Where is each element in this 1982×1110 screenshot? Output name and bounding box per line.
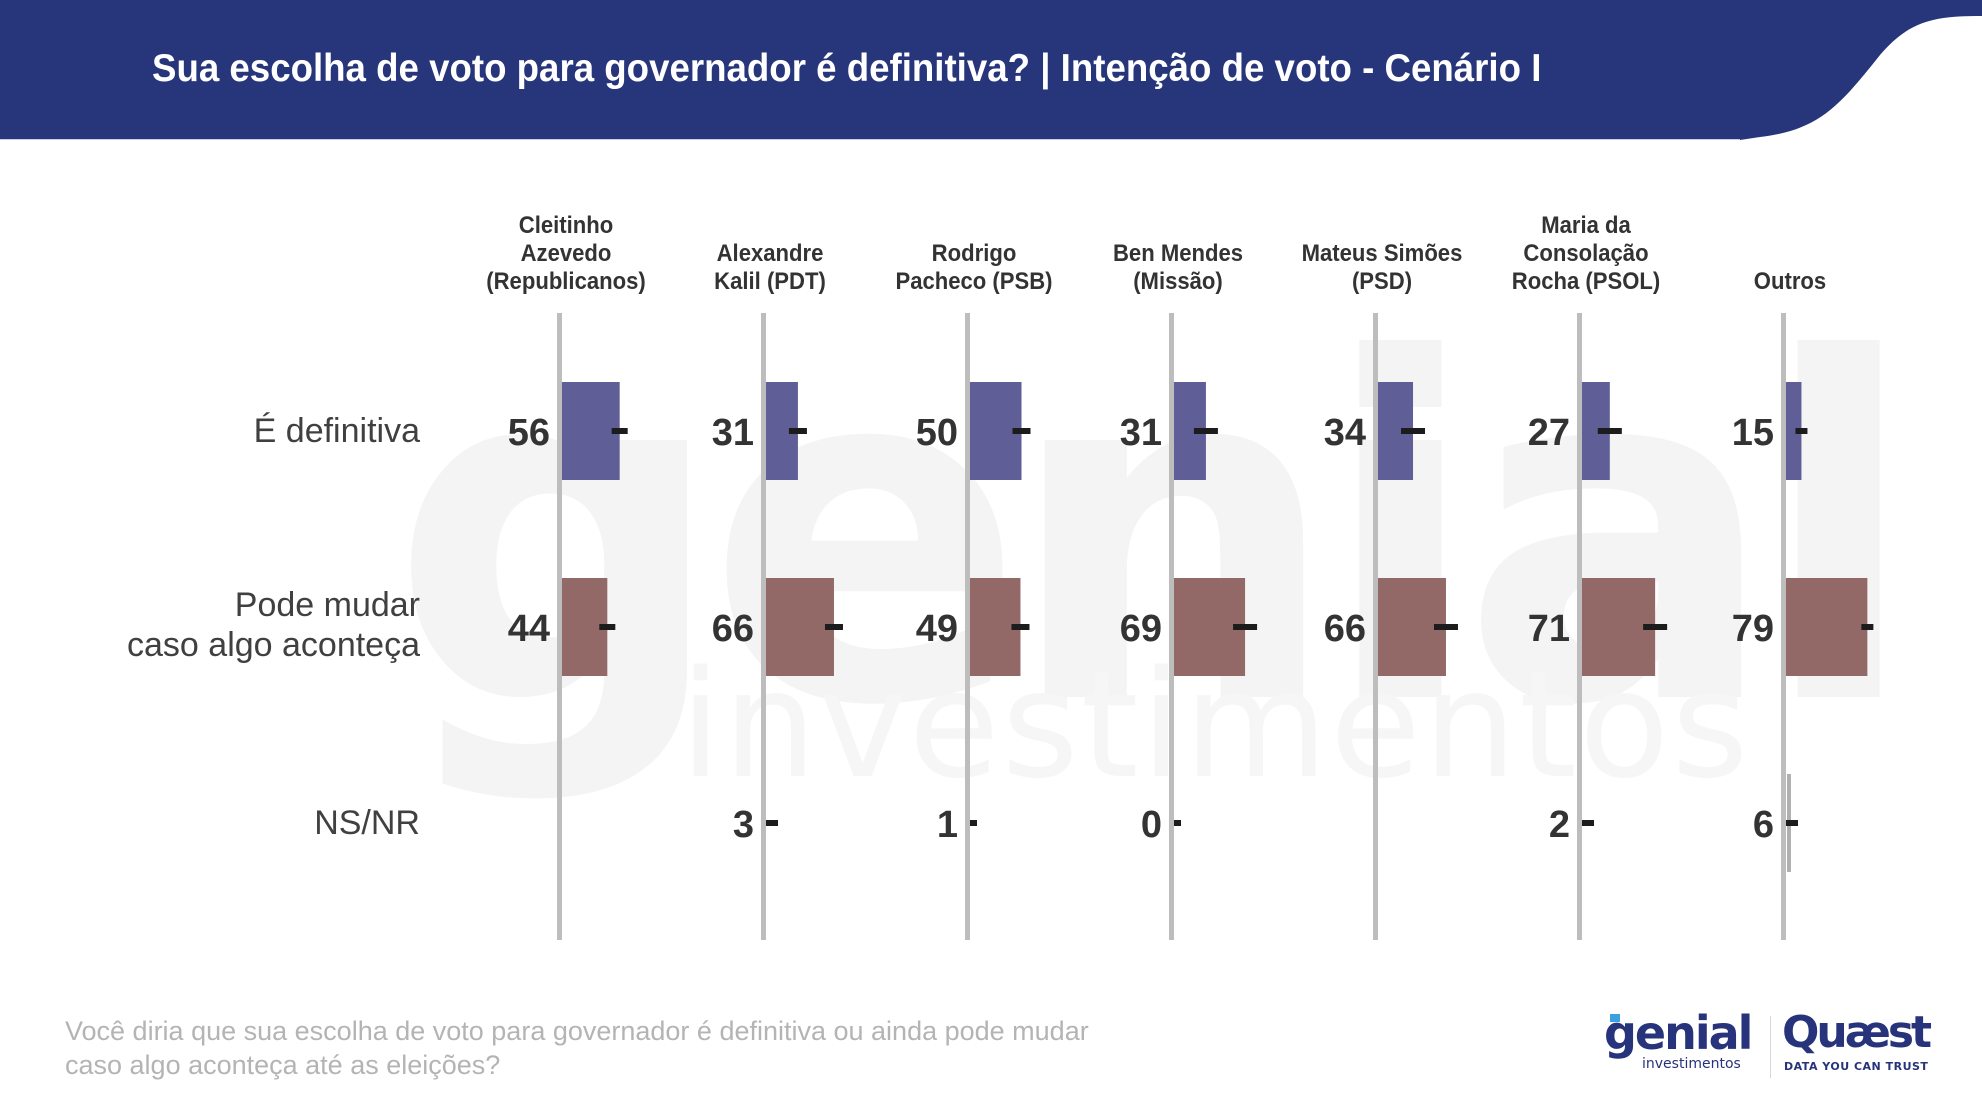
error-bar (1233, 624, 1258, 630)
candidate-name-line: Rodrigo (931, 240, 1017, 267)
error-bar (1011, 624, 1030, 630)
error-bar (1433, 624, 1458, 630)
candidate-name-line: Cleitinho (518, 212, 614, 239)
candidate-name-line: Mateus Simões (1301, 240, 1463, 267)
genial-logo-accent-icon (1610, 1014, 1620, 1022)
value-label: 66 (712, 608, 754, 650)
value-label: 66 (1324, 608, 1366, 650)
candidate-name-line: (PSD) (1351, 268, 1413, 295)
candidate-header: Rodrigo Pacheco (PSB) (882, 240, 1066, 296)
column-axis-line (557, 313, 562, 940)
genial-logo-subtitle: investimentos (1642, 1056, 1741, 1072)
footnote-line: caso algo aconteça até as eleições? (65, 1050, 501, 1080)
row-label-definitiva: É definitiva (254, 411, 420, 451)
value-label: 31 (712, 412, 754, 454)
column-axis-line (1781, 313, 1786, 940)
genial-logo: genial (1604, 1006, 1753, 1060)
candidate-header: Ben Mendes (Missão) (1086, 240, 1270, 296)
bar (1786, 382, 1802, 480)
question-footnote: Você diria que sua escolha de voto para … (65, 1014, 1089, 1082)
candidate-header: Alexandre Kalil (PDT) (678, 240, 862, 296)
error-bar (599, 624, 616, 630)
candidate-header: Mateus Simões (PSD) (1290, 240, 1474, 296)
bar (766, 578, 834, 676)
value-label: 79 (1732, 608, 1774, 650)
quaest-tagline: DATA YOU CAN TRUST (1784, 1060, 1929, 1073)
candidate-header: Cleitinho Azevedo (Republicanos) (474, 212, 658, 296)
row-label-line: NS/NR (314, 804, 420, 842)
value-label: 44 (508, 608, 550, 650)
value-label: 27 (1528, 412, 1570, 454)
bar (1582, 578, 1656, 676)
page-title: Sua escolha de voto para governador é de… (152, 47, 1542, 90)
value-label: 6 (1753, 804, 1774, 846)
value-label: 1 (937, 804, 958, 846)
column-axis-line (965, 313, 970, 940)
error-bar (1012, 428, 1031, 434)
value-label: 15 (1732, 412, 1774, 454)
error-bar (1174, 820, 1181, 826)
error-bar (824, 624, 843, 630)
logo-divider (1770, 1016, 1771, 1078)
candidate-name-line: Rocha (PSOL) (1511, 268, 1661, 295)
candidate-name-line: Consolação (1523, 240, 1649, 267)
column-axis-line (1169, 313, 1174, 940)
row-label-line: caso algo aconteça (127, 626, 420, 664)
candidate-header: Maria da Consolação Rocha (PSOL) (1494, 212, 1678, 296)
error-bar (1643, 624, 1668, 630)
brand-logos: genial investimentos Quæst DATA YOU CAN … (1600, 1008, 1940, 1082)
row-label-line: É definitiva (253, 412, 420, 450)
error-bar (1193, 428, 1218, 434)
value-label: 50 (916, 412, 958, 454)
candidate-name-line: Azevedo (520, 240, 612, 267)
error-bar (611, 428, 628, 434)
error-bar (970, 820, 977, 826)
candidate-name-line: Maria da (1541, 212, 1631, 239)
candidate-name-line: Outros (1753, 268, 1827, 295)
row-label-line: Pode mudar (234, 586, 420, 624)
value-label: 56 (508, 412, 550, 454)
value-label: 34 (1324, 412, 1366, 454)
error-bar (1597, 428, 1622, 434)
error-bar (1786, 820, 1798, 826)
quaest-logo: Quæst (1782, 1007, 1932, 1058)
column-axis-line (761, 313, 766, 940)
error-bar (1861, 624, 1874, 630)
column-axis-line (1577, 313, 1582, 940)
candidate-header: Outros (1698, 268, 1882, 296)
value-label: 69 (1120, 608, 1162, 650)
value-label: 31 (1120, 412, 1162, 454)
column-axis-line (1373, 313, 1378, 940)
footnote-line: Você diria que sua escolha de voto para … (65, 1016, 1089, 1046)
candidate-name-line: (Republicanos) (486, 268, 646, 295)
row-label-nsnr: NS/NR (314, 803, 420, 843)
candidate-name-line: (Missão) (1133, 268, 1223, 295)
row-label-pode-mudar: Pode mudar caso algo aconteça (127, 585, 420, 665)
error-bar (1401, 428, 1426, 434)
candidate-name-line: Kalil (PDT) (714, 268, 826, 295)
bar (1786, 578, 1868, 676)
candidate-name-line: Pacheco (PSB) (895, 268, 1053, 295)
value-label: 49 (916, 608, 958, 650)
value-label: 3 (733, 804, 754, 846)
candidate-name-line: Ben Mendes (1112, 240, 1244, 267)
header-shape (0, 0, 1982, 140)
bar (562, 382, 620, 480)
value-label: 71 (1528, 608, 1570, 650)
value-label: 0 (1141, 804, 1162, 846)
candidate-name-line: Alexandre (716, 240, 824, 267)
value-label: 2 (1549, 804, 1570, 846)
header-banner (0, 0, 1982, 140)
error-bar (766, 820, 778, 826)
error-bar (788, 428, 807, 434)
error-bar (1582, 820, 1594, 826)
error-bar (1795, 428, 1808, 434)
